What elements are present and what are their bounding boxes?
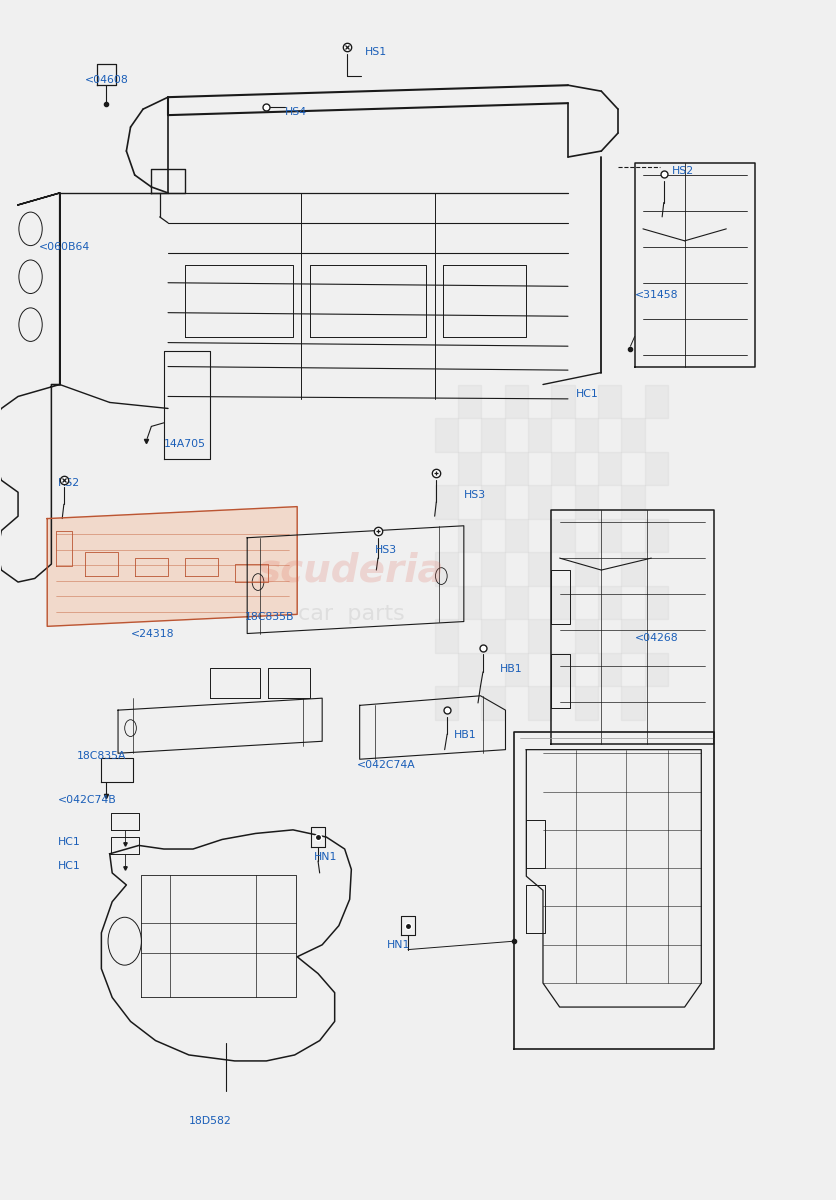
Bar — [505, 384, 528, 418]
Text: 18D582: 18D582 — [189, 1116, 232, 1126]
Bar — [458, 586, 482, 619]
Text: <060B64: <060B64 — [39, 242, 90, 252]
Bar — [458, 518, 482, 552]
Bar — [551, 586, 574, 619]
Bar — [574, 418, 598, 451]
Bar — [551, 653, 574, 686]
Text: <042C74B: <042C74B — [58, 794, 117, 805]
Bar — [458, 653, 482, 686]
Bar — [505, 586, 528, 619]
Text: HN1: HN1 — [387, 940, 410, 950]
Text: 18C835B: 18C835B — [245, 612, 294, 622]
Text: HB1: HB1 — [500, 665, 522, 674]
Bar — [482, 418, 505, 451]
Bar — [458, 451, 482, 485]
Bar — [645, 518, 668, 552]
Bar — [458, 384, 482, 418]
Text: <04268: <04268 — [635, 634, 678, 643]
Text: HS1: HS1 — [364, 47, 387, 56]
Text: HN1: HN1 — [314, 852, 337, 863]
Bar — [482, 552, 505, 586]
Bar — [598, 451, 621, 485]
Text: 14A705: 14A705 — [164, 439, 206, 449]
Bar — [621, 552, 645, 586]
Text: car  parts: car parts — [298, 605, 405, 624]
Bar — [505, 451, 528, 485]
Text: HS4: HS4 — [285, 107, 307, 116]
Bar — [528, 418, 551, 451]
Text: HS2: HS2 — [58, 478, 80, 487]
Text: HC1: HC1 — [58, 860, 81, 871]
Bar — [551, 451, 574, 485]
Bar — [505, 653, 528, 686]
Bar — [598, 653, 621, 686]
Bar — [551, 518, 574, 552]
Bar — [528, 485, 551, 518]
Text: <24318: <24318 — [130, 629, 174, 638]
Text: <04608: <04608 — [84, 76, 129, 85]
Bar — [574, 686, 598, 720]
Bar — [435, 418, 458, 451]
Bar — [574, 619, 598, 653]
Polygon shape — [47, 506, 297, 626]
Bar — [645, 586, 668, 619]
Bar — [482, 619, 505, 653]
Text: <31458: <31458 — [635, 289, 678, 300]
Bar — [505, 518, 528, 552]
Bar — [435, 686, 458, 720]
Bar — [621, 686, 645, 720]
Text: HB1: HB1 — [454, 731, 477, 740]
Text: HC1: HC1 — [576, 389, 599, 400]
Bar — [528, 619, 551, 653]
Text: 18C835A: 18C835A — [76, 751, 126, 761]
Text: scuderia: scuderia — [258, 551, 445, 589]
Bar — [482, 485, 505, 518]
Text: HS2: HS2 — [672, 167, 694, 176]
Text: HS3: HS3 — [464, 490, 486, 499]
Bar — [551, 384, 574, 418]
Bar — [435, 485, 458, 518]
Bar — [528, 686, 551, 720]
Bar — [435, 552, 458, 586]
Bar — [621, 619, 645, 653]
Bar — [574, 552, 598, 586]
Bar — [598, 586, 621, 619]
Bar — [482, 686, 505, 720]
Bar — [435, 619, 458, 653]
Bar — [528, 552, 551, 586]
Bar — [598, 518, 621, 552]
Bar — [645, 451, 668, 485]
Bar — [621, 418, 645, 451]
Bar — [645, 384, 668, 418]
Bar — [574, 485, 598, 518]
Text: <042C74A: <042C74A — [357, 761, 416, 770]
Bar — [645, 653, 668, 686]
Bar — [621, 485, 645, 518]
Text: HC1: HC1 — [58, 836, 81, 847]
Bar — [598, 384, 621, 418]
Text: HS3: HS3 — [375, 545, 397, 554]
